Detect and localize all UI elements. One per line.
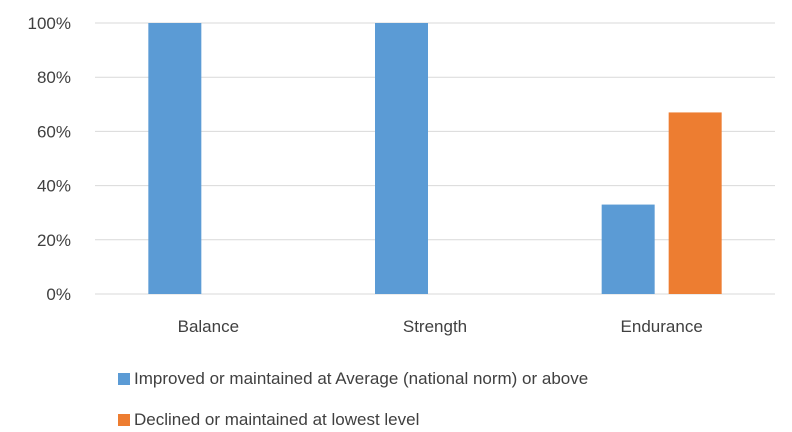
y-tick-label: 60% bbox=[37, 122, 71, 141]
legend-item-declined: Declined or maintained at lowest level bbox=[118, 410, 419, 430]
legend-swatch-improved bbox=[118, 373, 130, 385]
bar bbox=[668, 112, 722, 295]
category-label: Endurance bbox=[621, 317, 703, 336]
legend-label-declined: Declined or maintained at lowest level bbox=[134, 410, 420, 429]
legend-item-improved: Improved or maintained at Average (natio… bbox=[118, 369, 588, 389]
category-label: Strength bbox=[403, 317, 467, 336]
legend-swatch-declined bbox=[118, 414, 130, 426]
legend-label-improved: Improved or maintained at Average (natio… bbox=[134, 369, 589, 388]
category-label: Balance bbox=[178, 317, 239, 336]
bar bbox=[148, 23, 202, 294]
bar bbox=[601, 204, 655, 294]
y-tick-label: 80% bbox=[37, 68, 71, 87]
y-tick-label: 0% bbox=[46, 285, 71, 304]
y-tick-label: 40% bbox=[37, 177, 71, 196]
y-tick-label: 100% bbox=[28, 14, 71, 33]
bar bbox=[375, 23, 428, 294]
bar-chart: 0% 20% 40% 60% 80% 100% Balance Strength Enduran… bbox=[28, 14, 775, 336]
y-tick-label: 20% bbox=[37, 231, 71, 250]
